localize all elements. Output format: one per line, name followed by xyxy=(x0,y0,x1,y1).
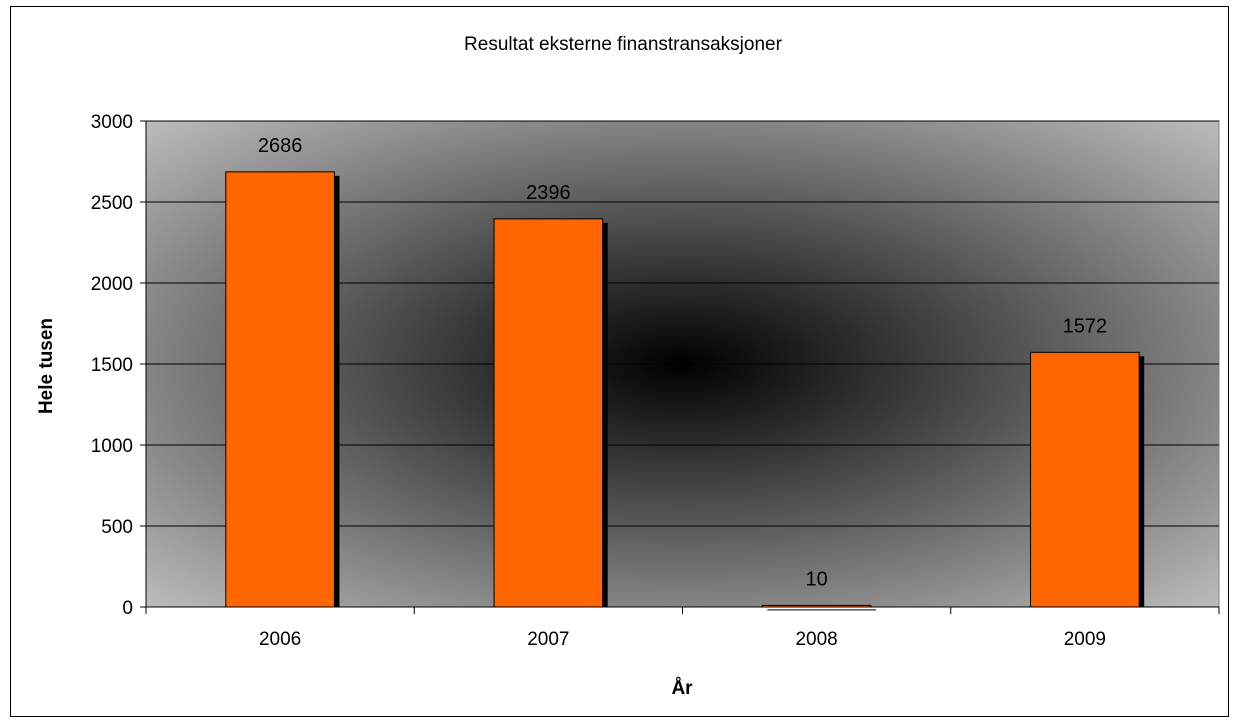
y-tick-label: 2000 xyxy=(91,274,133,295)
data-label: 2396 xyxy=(526,182,571,204)
x-tick-label: 2009 xyxy=(1064,629,1106,650)
bar-2006 xyxy=(225,171,335,608)
data-label: 1572 xyxy=(1063,315,1108,337)
y-tick-label: 3000 xyxy=(91,112,133,133)
y-tick-label: 1000 xyxy=(91,436,133,457)
bar-2009 xyxy=(1030,351,1140,608)
data-label: 10 xyxy=(806,568,828,590)
data-label: 2686 xyxy=(258,135,303,157)
bar-2007 xyxy=(493,218,604,608)
y-tick-label: 500 xyxy=(101,517,133,538)
x-tick-label: 2008 xyxy=(795,629,837,650)
y-tick-label: 2500 xyxy=(91,193,133,214)
y-axis-title: Hele tusen xyxy=(36,318,57,414)
chart-title: Resultat eksterne finanstransaksjoner xyxy=(464,34,783,55)
labels: 0 500 1000 1500 2000 2500 3000 2686 2006 2396 2007… xyxy=(91,112,1107,650)
bar-2008 xyxy=(761,604,872,608)
x-axis-title: År xyxy=(671,678,693,699)
x-tick-label: 2007 xyxy=(527,629,569,650)
x-tick-label: 2006 xyxy=(259,629,301,650)
y-tick-label: 0 xyxy=(122,598,133,619)
bars xyxy=(225,171,1145,611)
y-tick-label: 1500 xyxy=(91,355,133,376)
bar-shadow xyxy=(767,609,876,611)
